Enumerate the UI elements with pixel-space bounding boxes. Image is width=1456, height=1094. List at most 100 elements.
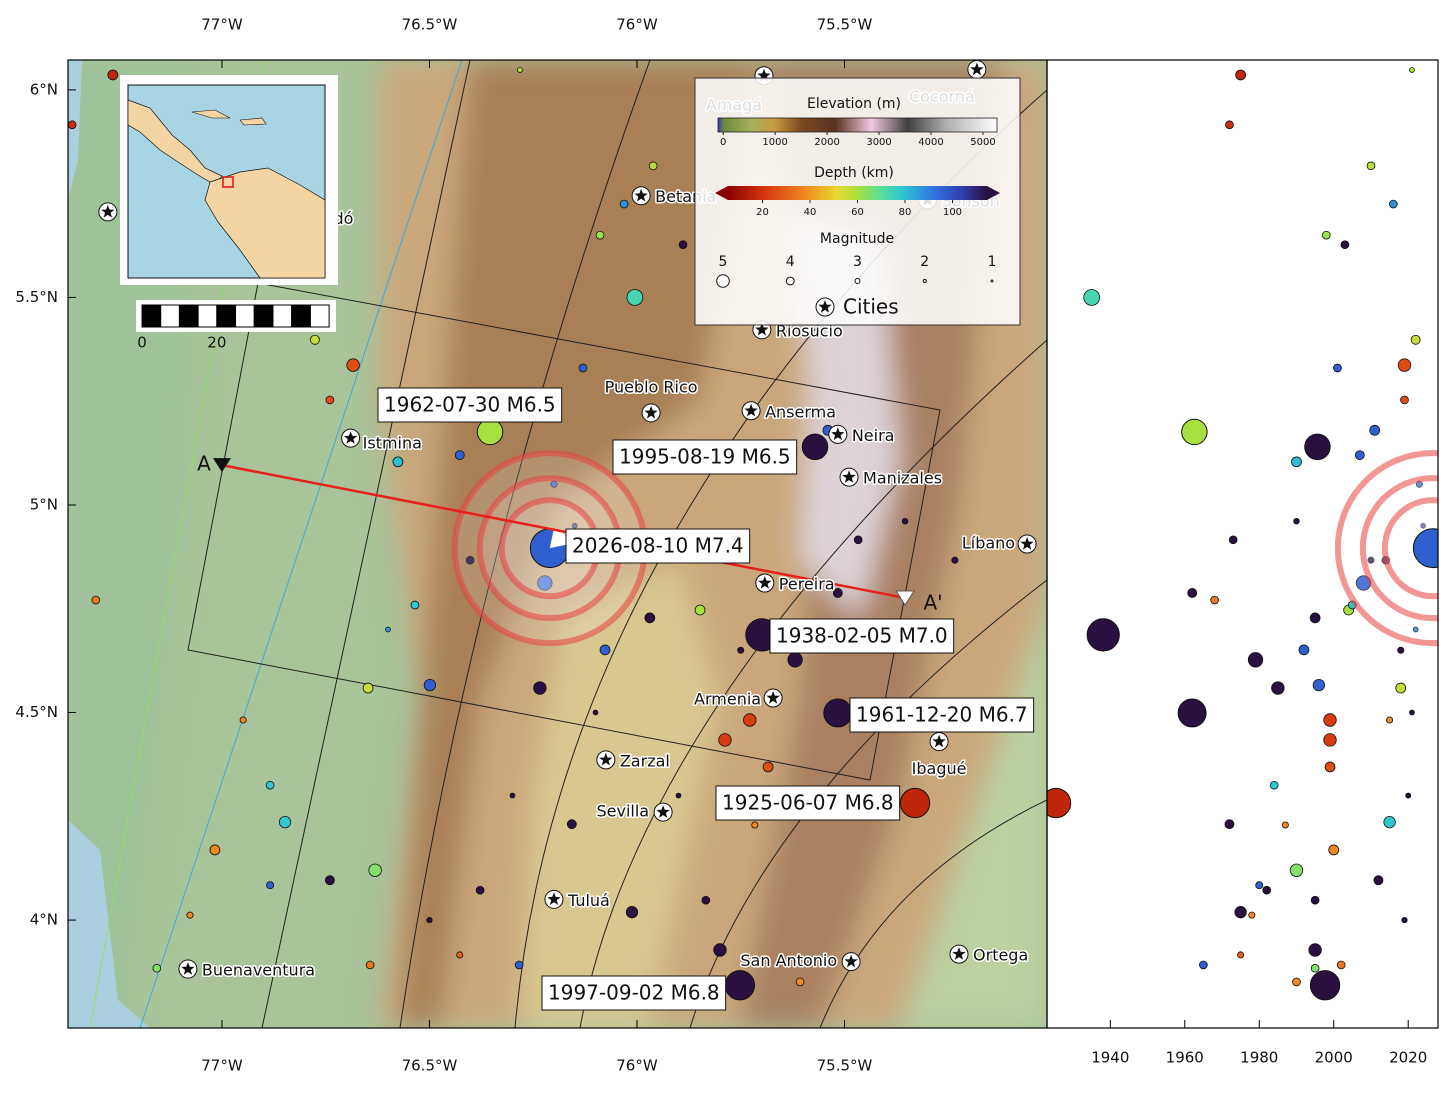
elevation-tick-label: 1000 xyxy=(762,137,787,148)
city-marker xyxy=(344,431,358,444)
earthquake xyxy=(762,761,774,773)
timeline-major-earthquake xyxy=(1047,787,1072,819)
elevation-tick-label: 4000 xyxy=(918,137,943,148)
event-label: 1925-06-07 M6.8 xyxy=(715,785,901,821)
elevation-title: Elevation (m) xyxy=(807,96,901,112)
timeline-major-earthquake xyxy=(1177,698,1207,728)
earthquake xyxy=(325,395,335,405)
timeline-earthquake xyxy=(1410,334,1421,345)
cities-legend-label: Cities xyxy=(843,295,899,319)
city-marker xyxy=(755,322,769,336)
earthquake xyxy=(454,450,465,461)
timeline-earthquake xyxy=(1310,895,1320,905)
earthquake xyxy=(514,960,524,970)
timeline-major-earthquake xyxy=(1309,970,1341,1001)
city-marker xyxy=(757,68,771,82)
event-label-text: 1995-08-19 M6.5 xyxy=(619,445,791,469)
timeline-panel xyxy=(1047,60,1438,1028)
city-marker xyxy=(766,691,780,704)
timeline-earthquake xyxy=(1234,906,1247,919)
highlight-ring xyxy=(1334,450,1438,647)
scale-bar-label: 20 xyxy=(207,334,226,352)
timeline-earthquake xyxy=(1388,199,1398,209)
city-label: Pereira xyxy=(779,575,835,594)
lon-tick-label: 77°W xyxy=(201,1057,243,1075)
scale-bar-segment xyxy=(197,304,218,328)
timeline-earthquake xyxy=(1395,682,1407,694)
event-label-box xyxy=(769,618,955,654)
timeline-earthquake xyxy=(1187,588,1198,598)
depth-tick-label: 40 xyxy=(804,207,817,218)
magnitude-symbol xyxy=(716,274,730,288)
major-earthquake xyxy=(476,418,504,446)
event-label-text: 1925-06-07 M6.8 xyxy=(722,791,894,815)
earthquake xyxy=(465,555,475,565)
timeline-earthquake xyxy=(1324,761,1336,773)
city-marker xyxy=(634,188,648,202)
magnitude-symbol xyxy=(854,278,861,284)
city-marker xyxy=(744,403,758,417)
earthquake xyxy=(675,792,682,799)
major-earthquake xyxy=(724,970,756,1001)
profile-swath xyxy=(187,282,941,781)
timeline-earthquake xyxy=(1298,644,1310,656)
depth-title: Depth (km) xyxy=(814,165,894,181)
timeline-earthquake xyxy=(1248,911,1256,919)
lat-tick-label: 4.5°N xyxy=(15,703,58,721)
depth-colorbar-high xyxy=(987,186,1000,200)
event-label-text: 1938-02-05 M7.0 xyxy=(776,624,948,648)
timeline-earthquake xyxy=(1328,844,1340,856)
timeline-earthquake xyxy=(1237,951,1245,959)
profile-start-marker xyxy=(212,458,231,473)
earthquake xyxy=(239,716,247,724)
earthquake xyxy=(346,358,360,372)
earthquake xyxy=(595,230,605,240)
city-label: Ortega xyxy=(973,946,1028,965)
scale-bar-label: 0 xyxy=(137,334,147,352)
timeline-earthquake xyxy=(1336,960,1346,970)
timeline-major-earthquake xyxy=(1412,528,1438,569)
timeline-earthquake xyxy=(1323,713,1337,727)
scale-bar xyxy=(136,300,336,332)
earthquake xyxy=(951,556,959,564)
timeline-frame xyxy=(1046,59,1439,1029)
earthquake xyxy=(475,885,485,895)
city-marker xyxy=(844,954,858,968)
timeline-earthquake xyxy=(1405,792,1412,799)
depth-colorbar xyxy=(728,186,987,200)
magnitude-symbol xyxy=(990,279,994,283)
earthquake xyxy=(853,535,863,545)
earthquake xyxy=(537,575,553,591)
earthquake xyxy=(509,792,516,799)
city-label: Anserma xyxy=(765,402,836,421)
event-label-box xyxy=(377,387,563,423)
timeline-earthquake xyxy=(1367,556,1375,564)
timeline-earthquake xyxy=(1397,646,1405,654)
earthquake xyxy=(578,363,588,373)
earthquake xyxy=(410,600,420,610)
timeline-major-earthquake xyxy=(1086,618,1120,652)
earthquake xyxy=(152,963,162,973)
event-label-text: 1997-09-02 M6.8 xyxy=(548,981,720,1005)
city-label: Tuluá xyxy=(567,891,610,910)
earthquake xyxy=(186,911,194,919)
time-tick-label: 1980 xyxy=(1240,1049,1278,1067)
earthquake xyxy=(713,943,727,957)
inset-map xyxy=(120,75,338,285)
timeline-earthquake xyxy=(1293,517,1300,525)
major-earthquake xyxy=(823,698,853,728)
earthquake xyxy=(625,906,639,919)
profile-end-label: A' xyxy=(923,590,942,614)
earthquake xyxy=(737,646,745,654)
earthquake xyxy=(91,595,101,605)
major-earthquake xyxy=(801,433,829,461)
earthquake xyxy=(694,604,706,616)
lon-tick-label: 76.5°W xyxy=(402,16,458,34)
earthquake xyxy=(743,713,757,727)
timeline-earthquake xyxy=(1412,626,1419,633)
timeline-earthquake xyxy=(1386,716,1394,724)
earthquake xyxy=(209,844,221,856)
earthquake xyxy=(362,682,374,694)
lon-tick-label: 76°W xyxy=(616,16,658,34)
timeline-earthquake xyxy=(1397,358,1412,372)
